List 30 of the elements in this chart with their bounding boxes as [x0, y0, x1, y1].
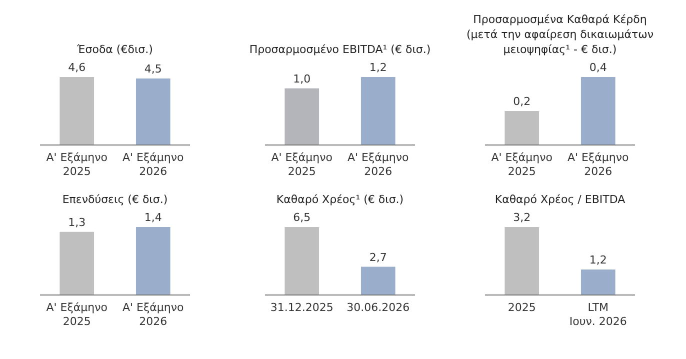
- data-label: 6,5: [293, 211, 311, 224]
- chart-title: Καθαρό Χρέος¹ (€ δισ.): [276, 193, 404, 206]
- data-label: 4,6: [68, 61, 86, 74]
- x-tick-label: Α' Εξάμηνο 2026: [568, 151, 630, 178]
- x-tick-label: Α' Εξάμηνο 2025: [46, 301, 108, 328]
- data-label: 4,5: [144, 62, 162, 76]
- x-tick-label: LTM Ιουν. 2026: [569, 301, 627, 328]
- x-tick-label: Α' Εξάμηνο 2026: [348, 151, 410, 178]
- data-label: 1,2: [589, 254, 607, 266]
- data-label: 1,3: [68, 216, 86, 229]
- chart-title: Προσαρμοσμένα Καθαρά Κέρδη (μετά την αφαίρεση δικαιωμάτων μειοψηφίας¹ - € δισ.): [466, 13, 654, 56]
- data-label: 1,4: [144, 211, 162, 224]
- x-tick-label: 30.06.2026: [346, 301, 410, 314]
- data-label: 0,2: [513, 95, 531, 108]
- chart-title: Καθαρό Χρέος / EBITDA: [494, 193, 626, 206]
- data-label: 1,0: [293, 72, 311, 86]
- x-tick-label: Α' Εξάμηνο 2026: [122, 301, 184, 328]
- data-label: 3,2: [513, 211, 531, 224]
- x-tick-label: 2025: [508, 301, 536, 314]
- chart-title: Έσοδα (€δισ.): [76, 43, 153, 56]
- x-tick-label: 31.12.2025: [270, 301, 334, 314]
- x-tick-label: Α' Εξάμηνο 2025: [46, 151, 108, 178]
- data-label: 2,7: [369, 250, 387, 264]
- data-label: 0,4: [589, 61, 607, 74]
- data-label: 1,2: [369, 61, 387, 74]
- chart-title: Επενδύσεις (€ δισ.): [62, 193, 168, 206]
- chart-title: Προσαρμοσμένο EBITDA¹ (€ δισ.): [249, 43, 431, 56]
- x-tick-label: Α' Εξάμηνο 2025: [491, 151, 553, 178]
- x-tick-label: Α' Εξάμηνο 2026: [122, 151, 184, 178]
- x-tick-label: Α' Εξάμηνο 2025: [271, 151, 333, 178]
